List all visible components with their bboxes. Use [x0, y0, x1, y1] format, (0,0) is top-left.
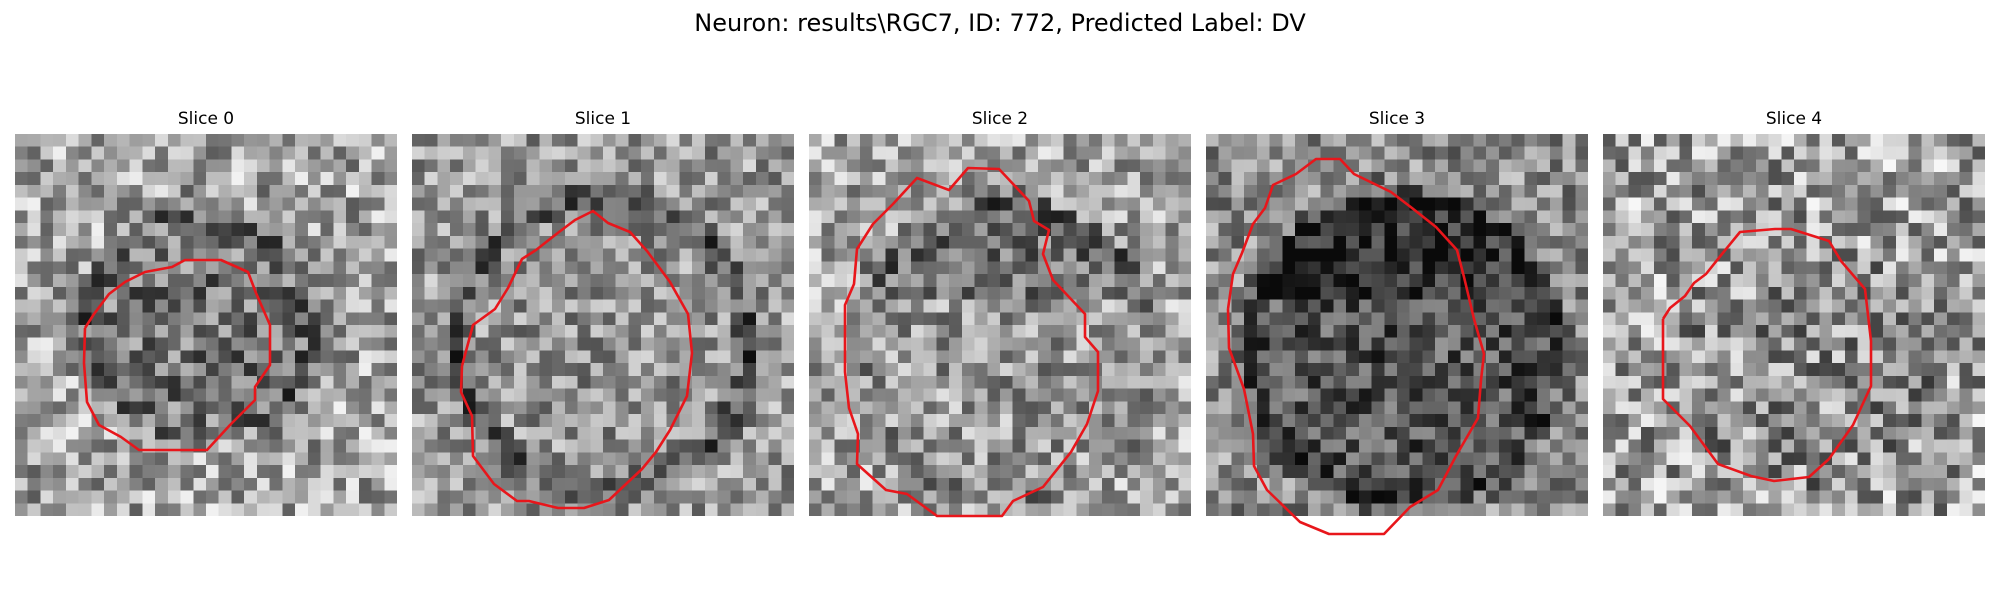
slice-title-4: Slice 4 — [1765, 109, 1823, 129]
slice-title-3: Slice 3 — [1368, 109, 1426, 129]
slice-outline-2 — [843, 166, 1100, 518]
slice-panel-1: Slice 1 — [412, 108, 794, 516]
slice-title-2: Slice 2 — [971, 109, 1029, 129]
slice-outline-4 — [1661, 227, 1873, 483]
slice-outline-1 — [459, 209, 694, 510]
slice-panel-4: Slice 4 — [1603, 108, 1985, 516]
slice-title-0: Slice 0 — [177, 109, 235, 129]
contour-line-1 — [459, 209, 694, 510]
slice-image-4 — [1603, 134, 1985, 516]
slice-outline-0 — [82, 258, 272, 452]
slice-panel-0: Slice 0 — [15, 108, 397, 516]
contour-line-4 — [1661, 227, 1873, 483]
figure-title: Neuron: results\RGC7, ID: 772, Predicted… — [694, 9, 1306, 37]
contour-line-3 — [1226, 157, 1486, 536]
slice-image-2 — [809, 134, 1191, 516]
contour-line-0 — [82, 258, 272, 452]
contour-line-2 — [843, 166, 1100, 518]
slice-image-1 — [412, 134, 794, 516]
slice-outline-3 — [1226, 157, 1486, 536]
slice-image-0 — [15, 134, 397, 516]
slice-panel-3: Slice 3 — [1206, 108, 1588, 536]
slice-panel-2: Slice 2 — [809, 108, 1191, 518]
slice-title-1: Slice 1 — [574, 109, 632, 129]
